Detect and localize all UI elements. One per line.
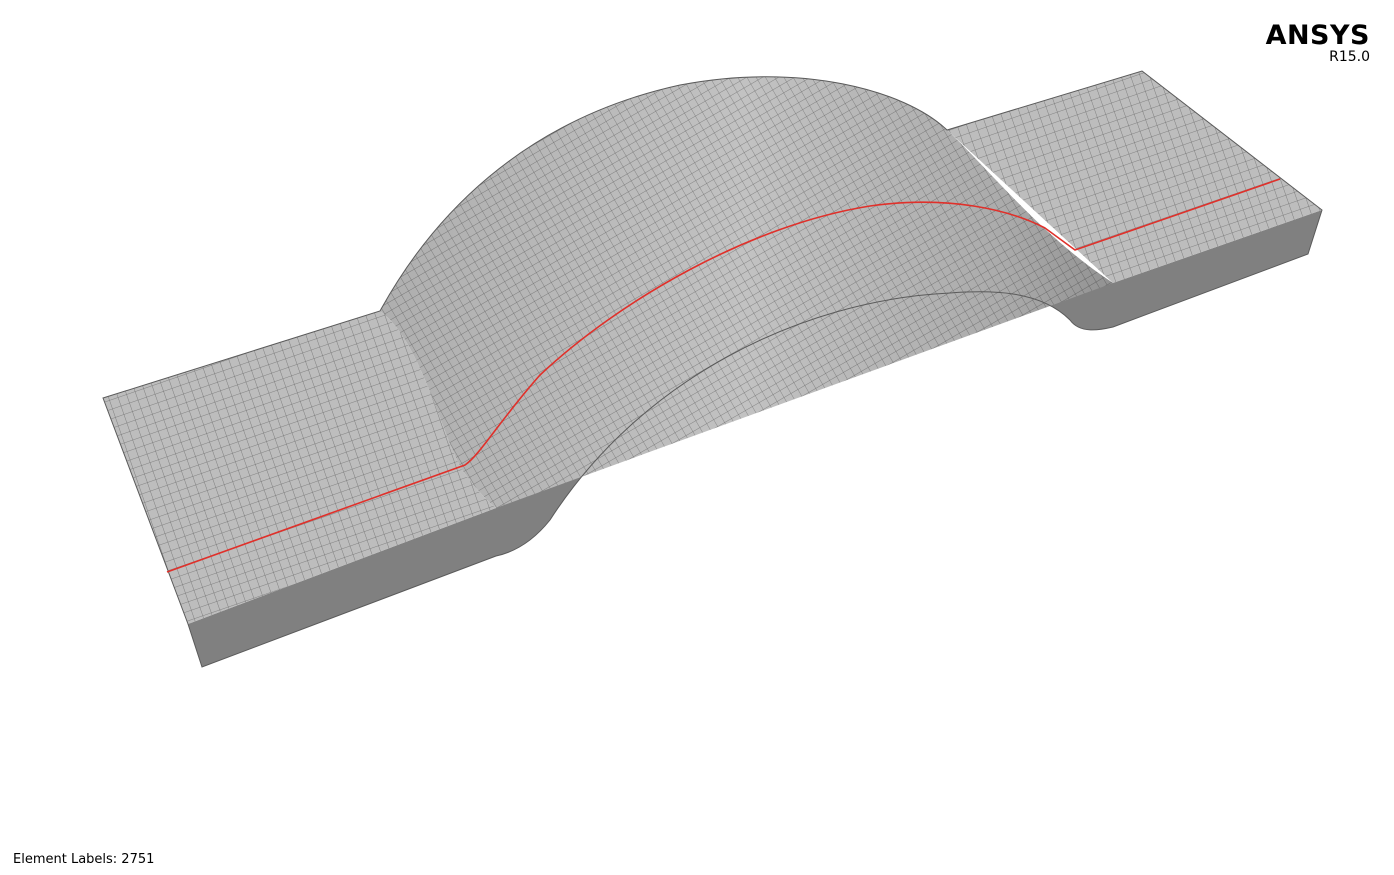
logo-name: ANSYS <box>1266 22 1370 49</box>
logo-version: R15.0 <box>1266 50 1370 64</box>
element-labels-status: Element Labels: 2751 <box>13 852 154 867</box>
ansys-logo: ANSYS R15.0 <box>1266 22 1370 64</box>
